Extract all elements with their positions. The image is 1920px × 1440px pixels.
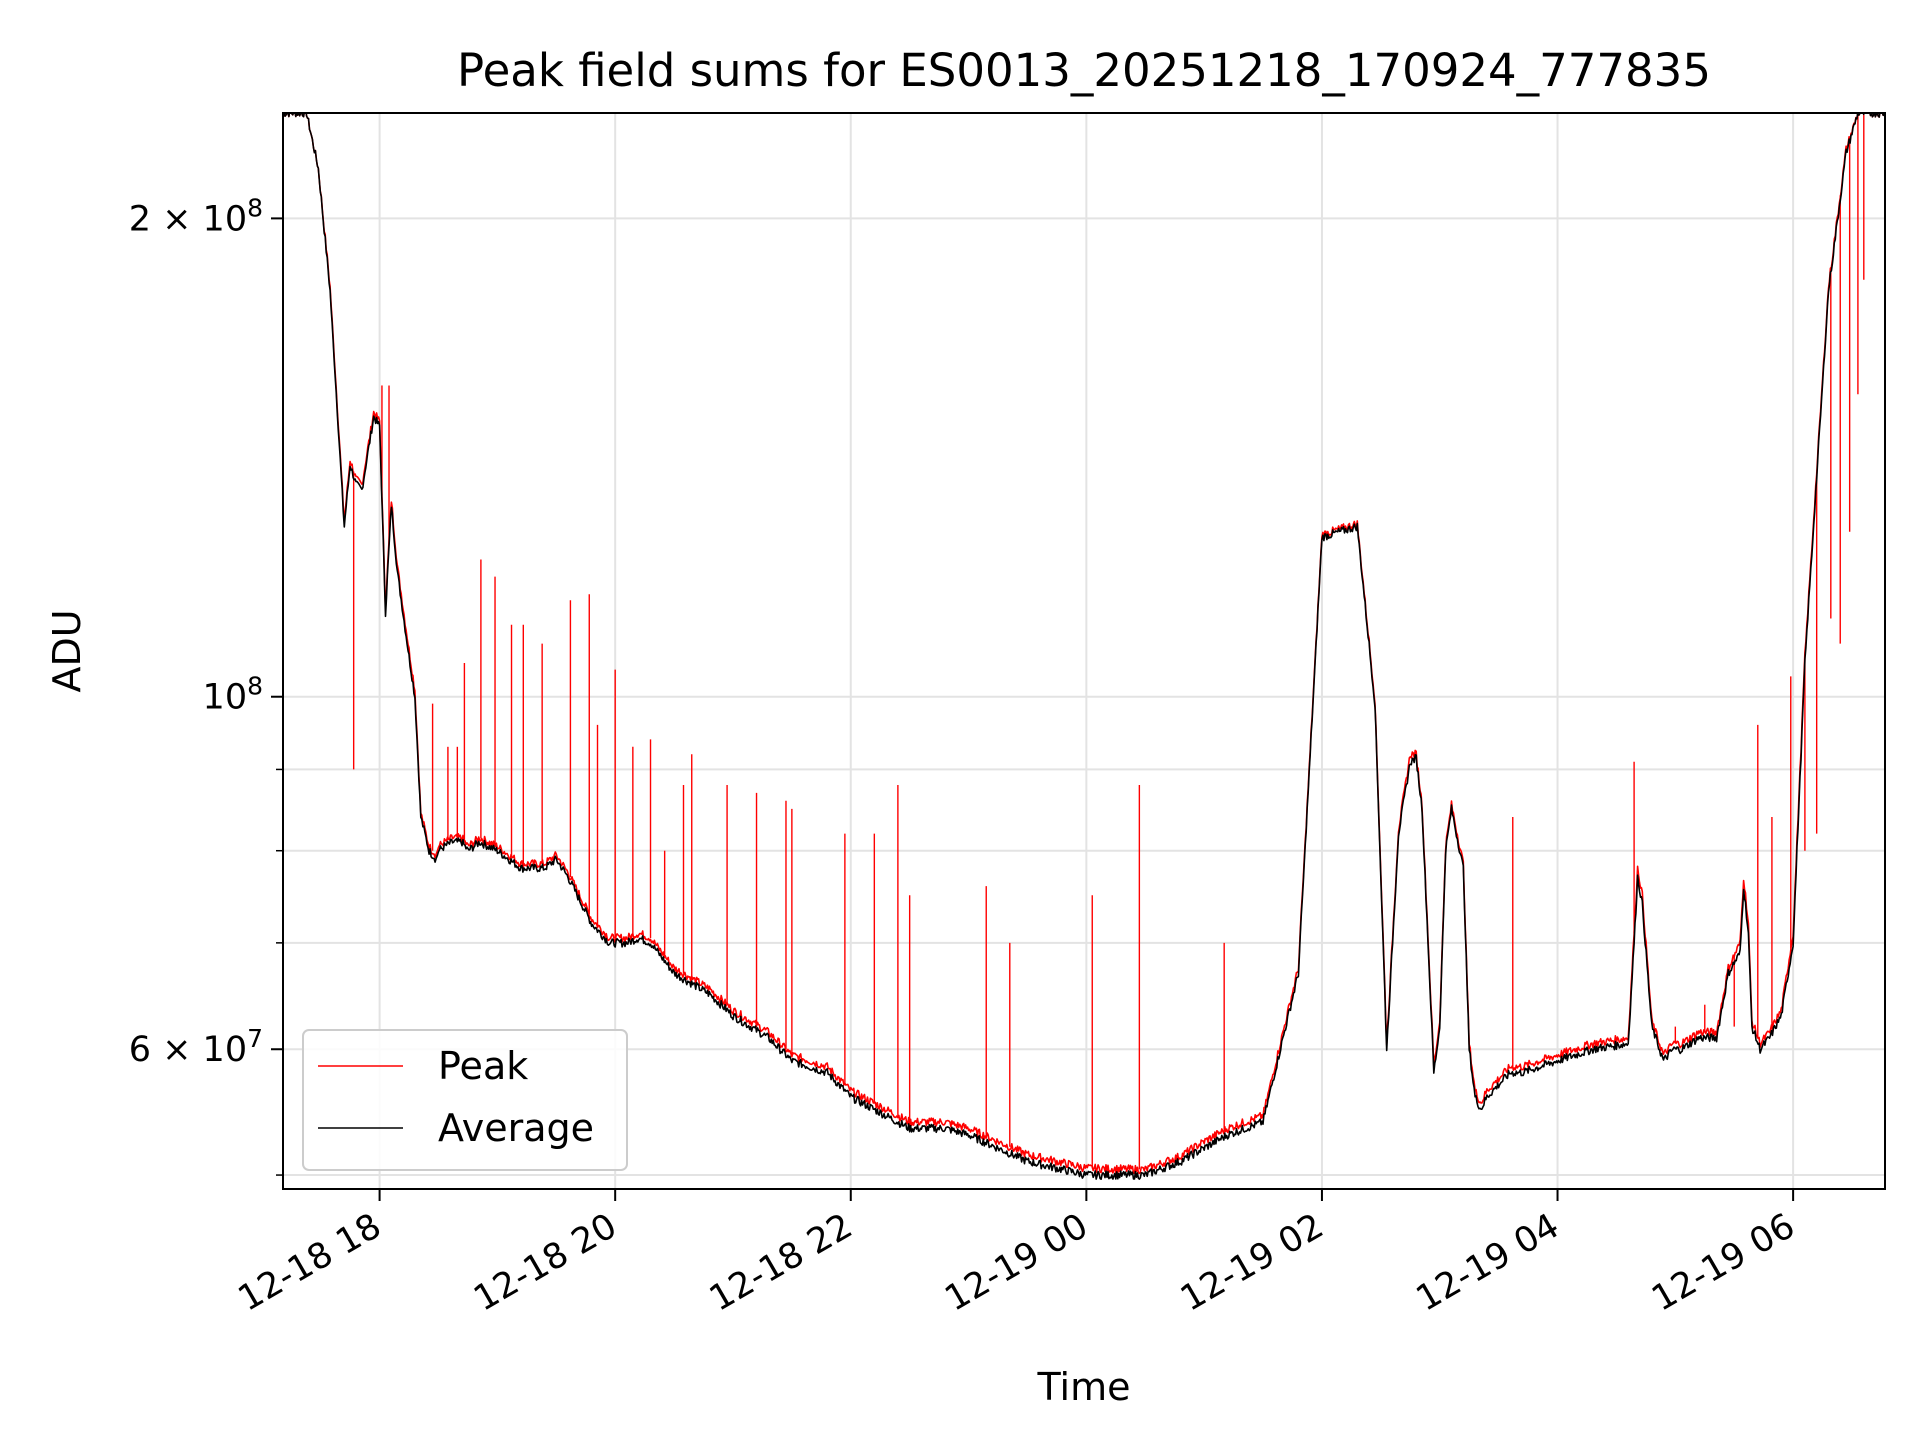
y-tick-label: 2 × 108: [129, 193, 263, 240]
average-line: [283, 113, 1885, 1180]
legend-box: [302, 1029, 628, 1171]
average-series-line: [283, 113, 1885, 1180]
chart-title: Peak field sums for ES0013_20251218_1709…: [457, 44, 1711, 97]
plot-frame: [282, 112, 1886, 1190]
grid-lines: [283, 113, 1885, 1189]
y-axis-ticks: 2 × 108 108 6 × 107: [129, 193, 283, 1176]
x-axis-label: Time: [1037, 1365, 1131, 1409]
y-tick-label: 6 × 107: [129, 1024, 263, 1071]
legend-average-label: Average: [438, 1106, 594, 1150]
y-axis-label: ADU: [45, 609, 89, 692]
y-tick-label: 108: [203, 671, 263, 718]
peak-series-line: [283, 113, 1885, 1175]
legend: Peak Average: [302, 1029, 628, 1171]
peak-line: [283, 113, 1885, 1175]
legend-peak-label: Peak: [438, 1044, 528, 1088]
